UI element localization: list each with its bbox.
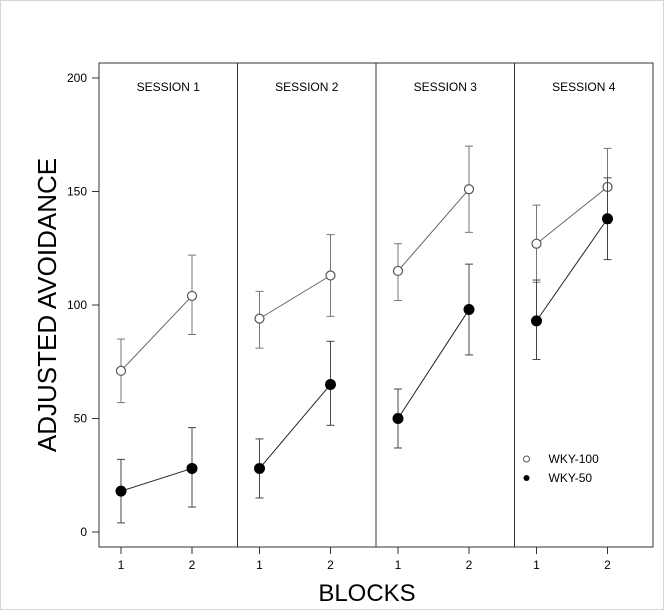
data-point-wky50: [392, 413, 404, 424]
series-line-wky50: [397, 309, 470, 419]
y-tick-label: 200: [67, 71, 87, 85]
data-point-wky100: [325, 270, 336, 281]
data-point-wky50: [602, 213, 613, 225]
y-tick-label: 100: [67, 298, 87, 312]
series-line-wky100: [397, 188, 470, 272]
y-tick-label: 150: [67, 185, 87, 199]
x-tick-label: 2: [466, 558, 473, 572]
x-tick-label: 2: [189, 558, 196, 572]
panel-title-session-3: SESSION 3: [414, 80, 478, 94]
series-line-wky100: [259, 275, 331, 320]
data-point-wky50: [254, 462, 265, 474]
legend-marker-2: [523, 475, 530, 481]
panel-title-session-4: SESSION 4: [552, 80, 616, 94]
x-tick-label: 1: [395, 558, 402, 572]
x-tick-label: 1: [533, 558, 540, 572]
x-axis-label: BLOCKS: [318, 580, 415, 607]
x-tick-label: 2: [604, 558, 611, 572]
legend-label-2: WKY-50: [549, 471, 593, 485]
data-point-wky100: [186, 290, 198, 302]
panel-title-session-2: SESSION 2: [275, 80, 339, 94]
x-tick-label: 2: [327, 558, 334, 572]
data-point-wky100: [115, 365, 127, 376]
x-tick-label: 1: [118, 558, 125, 572]
data-point-wky50: [186, 462, 198, 474]
data-point-wky100: [254, 313, 265, 324]
legend-label-1: WKY-100: [549, 452, 600, 466]
data-point-wky50: [325, 378, 336, 390]
series-line-wky50: [259, 384, 331, 469]
series-line-wky50: [536, 218, 608, 322]
data-point-wky100: [392, 265, 404, 277]
data-point-wky50: [531, 315, 542, 327]
y-tick-label: 0: [80, 525, 87, 539]
y-tick-label: 50: [74, 412, 88, 426]
x-tick-label: 1: [256, 558, 263, 572]
data-point-wky100: [531, 238, 542, 249]
series-line-wky100: [536, 186, 608, 245]
panel-title-session-1: SESSION 1: [137, 80, 201, 94]
data-point-wky50: [115, 485, 127, 497]
y-axis-label: ADJUSTED AVOIDANCE: [32, 158, 62, 452]
series-line-wky50: [120, 467, 193, 492]
legend-marker-1: [523, 455, 530, 463]
data-point-wky50: [463, 304, 475, 316]
series-line-wky100: [120, 295, 193, 372]
data-point-wky100: [463, 184, 475, 195]
